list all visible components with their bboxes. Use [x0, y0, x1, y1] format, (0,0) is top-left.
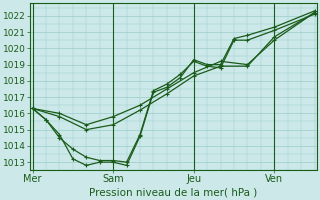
X-axis label: Pression niveau de la mer( hPa ): Pression niveau de la mer( hPa ): [90, 187, 258, 197]
